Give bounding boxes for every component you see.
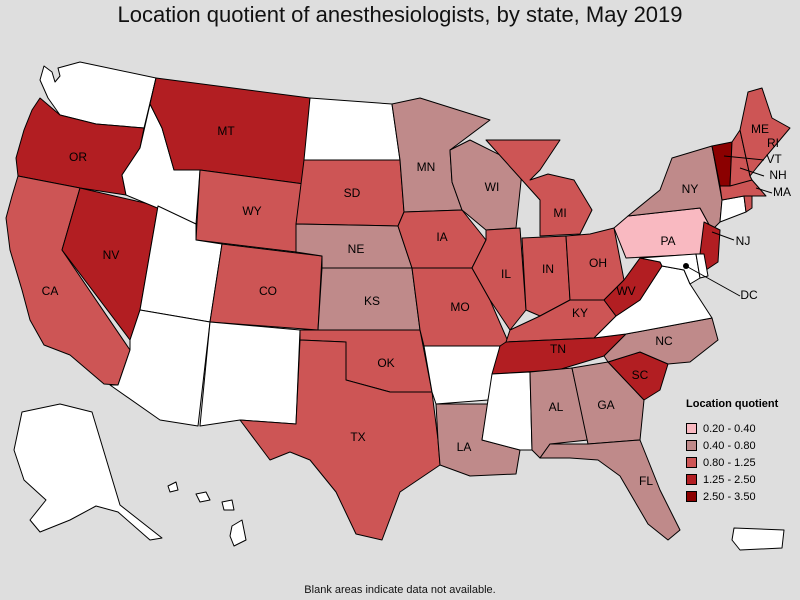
legend-swatch: [686, 423, 697, 434]
state-label-nc: NC: [655, 334, 673, 348]
legend-label: 0.40 - 0.80: [703, 439, 756, 452]
state-label-wy: WY: [242, 204, 261, 218]
state-label-ma: MA: [773, 185, 791, 199]
legend-swatch: [686, 491, 697, 502]
state-label-ri: RI: [767, 136, 779, 150]
state-label-sc: SC: [632, 368, 649, 382]
state-label-wi: WI: [485, 180, 500, 194]
state-label-fl: FL: [639, 474, 653, 488]
legend: Location quotient 0.20 - 0.40 0.40 - 0.80…: [686, 398, 796, 505]
state-label-la: LA: [457, 440, 472, 454]
state-label-mt: MT: [217, 124, 235, 138]
state-label-nj: NJ: [736, 234, 751, 248]
state-nm[interactable]: [199, 321, 301, 427]
legend-label: 1.25 - 2.50: [703, 473, 756, 486]
legend-item: 0.20 - 0.40: [686, 420, 796, 437]
map-title: Location quotient of anesthesiologists, …: [117, 2, 683, 27]
legend-swatch: [686, 440, 697, 451]
state-label-pa: PA: [660, 234, 675, 248]
state-label-mi: MI: [553, 206, 566, 220]
state-ak[interactable]: [13, 403, 163, 541]
legend-swatch: [686, 474, 697, 485]
state-label-ne: NE: [348, 242, 365, 256]
state-hi[interactable]: [167, 481, 247, 547]
state-label-or: OR: [69, 150, 87, 164]
legend-item: 0.40 - 0.80: [686, 437, 796, 454]
state-label-ca: CA: [42, 284, 59, 298]
state-label-mn: MN: [417, 160, 436, 174]
legend-swatch: [686, 457, 697, 468]
state-label-al: AL: [549, 400, 564, 414]
state-labels: OR CA NV MT WY CO SD NE KS OK TX MN IA MO LA WI IL MI IN OH…: [42, 122, 791, 488]
state-ar[interactable]: [423, 345, 501, 405]
state-label-mo: MO: [450, 300, 469, 314]
state-az[interactable]: [109, 309, 211, 427]
legend-item: 1.25 - 2.50: [686, 471, 796, 488]
state-label-nv: NV: [103, 248, 120, 262]
state-pr[interactable]: [731, 527, 785, 551]
state-ga[interactable]: [571, 361, 645, 445]
state-label-sd: SD: [344, 186, 361, 200]
state-label-ok: OK: [377, 356, 394, 370]
state-ca[interactable]: [5, 175, 131, 386]
legend-label: 0.80 - 1.25: [703, 456, 756, 469]
state-me[interactable]: [739, 87, 791, 177]
state-label-ny: NY: [682, 182, 699, 196]
state-label-me: ME: [751, 122, 769, 136]
state-mi[interactable]: [485, 139, 593, 237]
state-label-nh: NH: [769, 168, 786, 182]
legend-label: 2.50 - 3.50: [703, 490, 756, 503]
state-nd[interactable]: [303, 97, 401, 161]
state-de[interactable]: [695, 253, 709, 279]
callout-lines: [685, 155, 773, 297]
state-ri[interactable]: [743, 195, 753, 213]
state-label-oh: OH: [589, 256, 607, 270]
state-label-dc: DC: [740, 288, 758, 302]
state-label-ky: KY: [572, 306, 588, 320]
state-label-ia: IA: [436, 230, 447, 244]
legend-label: 0.20 - 0.40: [703, 422, 756, 435]
footnote: Blank areas indicate data not available.: [304, 584, 496, 596]
state-label-wv: WV: [616, 284, 635, 298]
legend-item: 0.80 - 1.25: [686, 454, 796, 471]
state-label-tn: TN: [550, 342, 566, 356]
legend-items: 0.20 - 0.40 0.40 - 0.80 0.80 - 1.25 1.25 - …: [686, 420, 796, 505]
state-label-tx: TX: [350, 430, 365, 444]
state-label-ga: GA: [597, 398, 614, 412]
state-fl[interactable]: [539, 439, 681, 541]
state-label-co: CO: [259, 284, 277, 298]
state-label-in: IN: [542, 262, 554, 276]
state-label-il: IL: [501, 267, 511, 281]
state-tx[interactable]: [239, 339, 441, 541]
state-il[interactable]: [471, 227, 527, 331]
legend-title: Location quotient: [686, 398, 779, 410]
state-label-ks: KS: [364, 294, 380, 308]
state-label-vt: VT: [766, 152, 782, 166]
legend-item: 2.50 - 3.50: [686, 488, 796, 505]
